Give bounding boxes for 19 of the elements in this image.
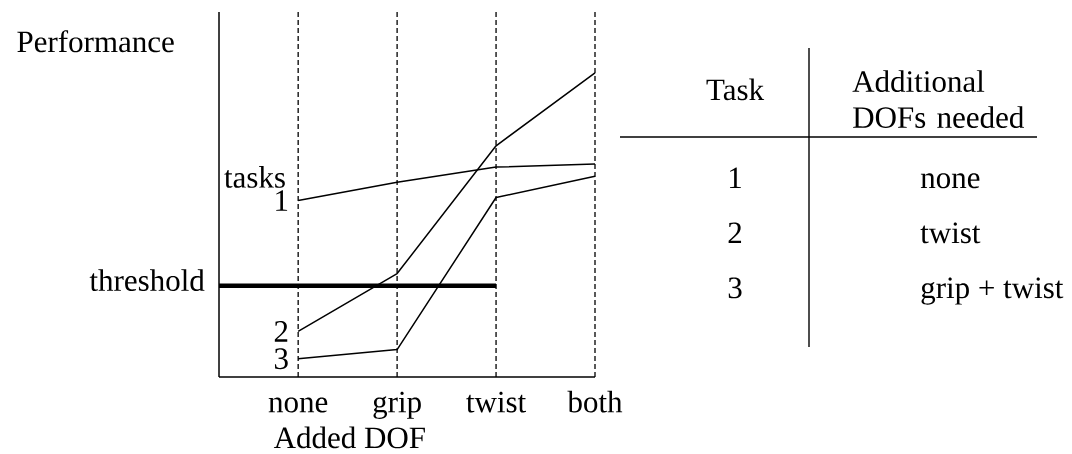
ref-line-label: threshold bbox=[89, 269, 205, 292]
text: twist bbox=[920, 222, 981, 244]
series-label: 2 bbox=[274, 321, 288, 342]
text: Task bbox=[706, 78, 765, 101]
x-tick-label: grip bbox=[373, 391, 421, 419]
x-tick-label: none bbox=[268, 397, 328, 413]
x-tick-label: both bbox=[567, 390, 623, 413]
text: 2 bbox=[728, 222, 742, 243]
x-axis-title: Added DOF bbox=[273, 426, 425, 449]
text: none bbox=[920, 173, 980, 189]
y-axis-title: Performance bbox=[17, 30, 174, 53]
text: 3 bbox=[728, 277, 742, 299]
x-tick-label: twist bbox=[466, 391, 527, 413]
text: 1 bbox=[729, 167, 741, 188]
text: grip + twist bbox=[921, 277, 1064, 305]
series-label: 3 bbox=[274, 348, 288, 370]
text: Additional DOFs needed bbox=[852, 70, 1024, 128]
legend-title: tasks bbox=[224, 166, 285, 188]
series-label: 1 bbox=[276, 190, 288, 211]
